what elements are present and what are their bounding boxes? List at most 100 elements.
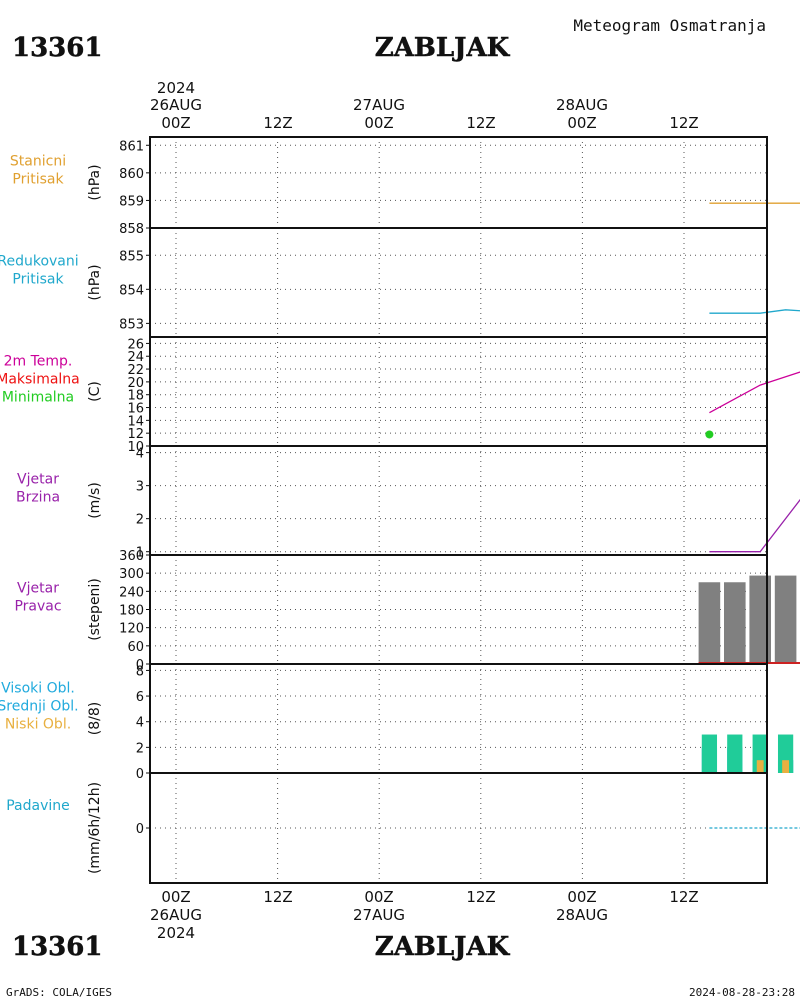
panel-label: Vjetar <box>17 581 59 597</box>
panel-frame <box>149 336 768 447</box>
bottom-hour-label: 00Z <box>161 888 190 906</box>
y-tick-label: 16 <box>127 402 144 417</box>
station-id: 13361 <box>12 33 102 63</box>
bottom-hour-label: 00Z <box>364 888 393 906</box>
y-tick-label: 6 <box>136 690 144 705</box>
top-year-label: 2024 <box>157 79 195 97</box>
y-tick-label: 18 <box>127 389 144 404</box>
bottom-date-label-26aug: 26AUG <box>150 906 202 924</box>
panel-label: Niski Obl. <box>5 717 71 733</box>
y-axis-label: (hPa) <box>87 264 103 300</box>
panel-frame <box>149 136 768 229</box>
bottom-time-axis: 00Z 12Z 00Z 12Z 00Z 12Z 26AUG 2024 27AUG… <box>150 888 699 942</box>
y-tick-label: 0 <box>136 822 144 837</box>
tmin-marker <box>705 430 714 439</box>
top-hour-label: 00Z <box>567 114 596 132</box>
panel-label: Minimalna <box>2 390 74 406</box>
top-date-label-26aug: 26AUG <box>150 96 202 114</box>
y-tick-label: 24 <box>127 350 144 365</box>
y-tick-label: 20 <box>127 376 144 391</box>
panel-vjetar-brzina: 1 2 3 4 Vjetar Brzina (m/s) <box>16 445 800 561</box>
y-tick-label: 300 <box>119 567 144 582</box>
bottom-date-label-27aug: 27AUG <box>353 906 405 924</box>
series-line <box>709 498 800 553</box>
series-line <box>709 202 800 204</box>
footer-station-name: ZABLJAK <box>375 932 511 962</box>
y-tick-label: 860 <box>119 167 144 182</box>
y-tick-label: 855 <box>119 249 144 264</box>
panel-label: Srednji Obl. <box>0 699 79 715</box>
panel-frame <box>149 772 768 884</box>
top-hour-label: 12Z <box>263 114 292 132</box>
panel-frame <box>149 445 768 556</box>
top-hour-label: 00Z <box>364 114 393 132</box>
wind-dir-bar <box>698 582 721 664</box>
y-axis-label: (hPa) <box>87 164 103 200</box>
y-tick-label: 0 <box>136 767 144 782</box>
y-tick-label: 8 <box>136 664 144 679</box>
wind-dir-bar <box>749 575 771 664</box>
panel-label: Redukovani <box>0 254 79 270</box>
panel-label: Pritisak <box>12 172 64 188</box>
y-tick-label: 854 <box>119 283 144 298</box>
footer-station-id: 13361 <box>12 932 102 962</box>
footer-timestamp: 2024-08-28-23:28 <box>689 986 795 999</box>
y-axis-label: (mm/6h/12h) <box>87 782 103 874</box>
y-tick-label: 1 <box>136 546 144 561</box>
y-tick-label: 2 <box>136 741 144 756</box>
y-tick-label: 14 <box>127 414 144 429</box>
cloud-mid-bar <box>701 734 718 773</box>
y-tick-label: 26 <box>127 337 144 352</box>
top-date-label-28aug: 28AUG <box>556 96 608 114</box>
panel-label: Pravac <box>14 599 61 615</box>
panel-vjetar-pravac: 0 60 120 180 240 300 360 Vjetar Pravac (stepeni) <box>14 549 800 673</box>
footer-credit: GrADS: COLA/IGES <box>6 986 112 999</box>
cloud-low-bar <box>782 760 790 773</box>
panel-frame <box>149 554 768 665</box>
top-hour-label: 12Z <box>669 114 698 132</box>
station-name: ZABLJAK <box>375 33 511 63</box>
panel-label: Maksimalna <box>0 372 80 388</box>
y-tick-label: 60 <box>127 640 144 655</box>
bottom-hour-label: 12Z <box>263 888 292 906</box>
panel-redukovani-pritisak: 853 854 855 Redukovani Pritisak (hPa) <box>0 227 800 338</box>
y-tick-label: 240 <box>119 585 144 600</box>
panel-label: Padavine <box>6 798 70 814</box>
y-tick-label: 12 <box>127 427 144 442</box>
panel-frame <box>149 227 768 338</box>
bottom-date-label-28aug: 28AUG <box>556 906 608 924</box>
panel-label: Visoki Obl. <box>1 681 75 697</box>
cloud-low-bar <box>756 760 764 773</box>
top-date-label-27aug: 27AUG <box>353 96 405 114</box>
y-tick-label: 0 <box>136 658 144 673</box>
series-line <box>709 371 800 414</box>
product-title: Meteogram Osmatranja <box>573 16 766 35</box>
top-hour-label: 00Z <box>161 114 190 132</box>
y-tick-label: 360 <box>119 549 144 564</box>
y-axis-label: (C) <box>87 381 103 402</box>
y-tick-label: 4 <box>136 447 144 462</box>
bottom-hour-label: 12Z <box>466 888 495 906</box>
panel-label: Brzina <box>16 490 60 506</box>
y-tick-label: 22 <box>127 363 144 378</box>
bottom-year-label: 2024 <box>157 924 195 942</box>
panel-label: Vjetar <box>17 472 59 488</box>
series-line <box>709 309 800 314</box>
top-time-axis: 2024 26AUG 27AUG 28AUG 00Z 12Z 00Z 12Z 0… <box>150 79 699 132</box>
y-tick-label: 4 <box>136 716 144 731</box>
y-tick-label: 120 <box>119 622 144 637</box>
panel-frame <box>149 663 768 774</box>
wind-dir-bar <box>774 575 797 664</box>
top-hour-label: 12Z <box>466 114 495 132</box>
panel-label: Stanicni <box>10 154 66 170</box>
y-tick-label: 3 <box>136 480 144 495</box>
bottom-hour-label: 12Z <box>669 888 698 906</box>
y-axis-label: (m/s) <box>87 482 103 519</box>
panel-label: Pritisak <box>12 272 64 288</box>
y-axis-label: (8/8) <box>87 702 103 735</box>
y-tick-label: 180 <box>119 604 144 619</box>
y-tick-label: 859 <box>119 194 144 209</box>
